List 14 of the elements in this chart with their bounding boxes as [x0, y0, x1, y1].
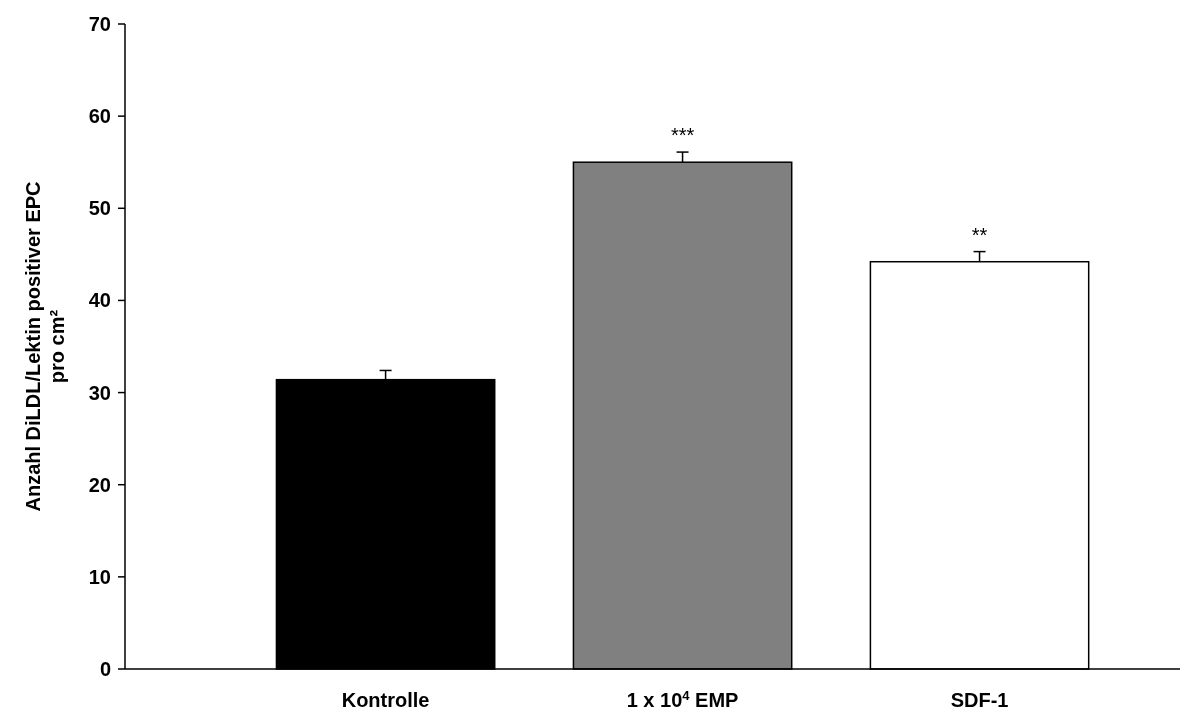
y-tick-label: 50 [88, 197, 111, 220]
y-tick-label: 10 [88, 565, 111, 588]
x-tick-label: 1 x 10$^{4}$ EMP [626, 687, 739, 711]
annotation: *** [670, 124, 695, 147]
y-tick-label: 40 [88, 289, 111, 312]
x-tick-label: SDF-1 [950, 689, 1009, 711]
y-tick-label: 30 [88, 381, 111, 404]
y-tick-label: 60 [88, 105, 111, 128]
y-tick-label: 0 [99, 658, 111, 680]
y-tick-label: 70 [88, 13, 111, 35]
annotation: ** [971, 223, 988, 246]
x-tick-label: Kontrolle [341, 689, 430, 711]
y-tick-label: 20 [88, 473, 111, 496]
y-axis-title: Anzahl DiLDL/Lektin positiver EPC pro cm² [22, 181, 68, 512]
